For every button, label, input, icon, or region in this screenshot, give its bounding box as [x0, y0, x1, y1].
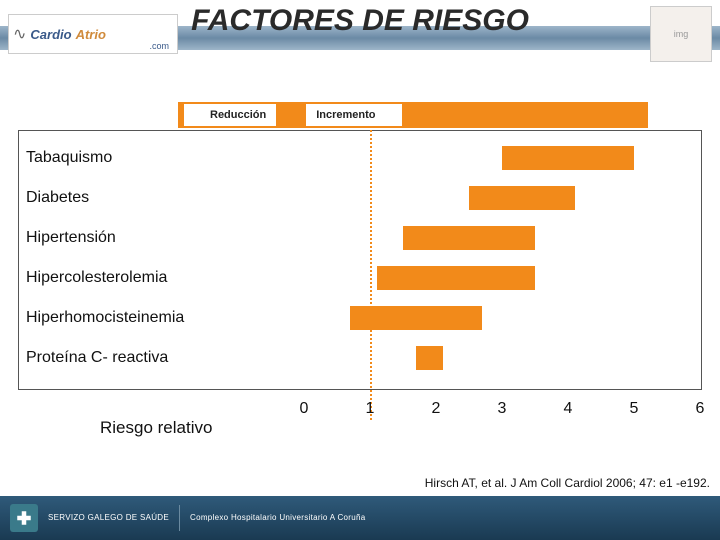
xaxis-tick: 1 [366, 400, 375, 418]
cross-icon [15, 509, 33, 527]
arrow-right-icon [382, 109, 392, 121]
xaxis-tick: 5 [630, 400, 639, 418]
row-label: Hiperhomocisteinemia [22, 309, 184, 327]
xaxis-tick: 2 [432, 400, 441, 418]
row-label: Tabaquismo [22, 149, 112, 167]
chart-row: Hipercolesterolemia [0, 258, 720, 298]
legend-row: Reducción Incremento [178, 102, 648, 128]
arrow-left-icon [194, 109, 204, 121]
chart-row: Diabetes [0, 178, 720, 218]
risk-bar [377, 266, 535, 290]
brand-logo: ∿ Cardio Atrio .com [8, 14, 178, 54]
brand-suffix: .com [149, 41, 169, 51]
citation: Hirsch AT, et al. J Am Coll Cardiol 2006… [425, 476, 710, 490]
footer-org-2: Complexo Hospitalario Universitario A Co… [190, 514, 366, 523]
slide-root: FACTORES DE RIESGO ∿ Cardio Atrio .com i… [0, 0, 720, 540]
row-label: Hipertensión [22, 229, 116, 247]
illustration-icon: img [650, 6, 712, 62]
legend-left-label: Reducción [210, 109, 266, 121]
risk-bar [502, 146, 634, 170]
row-label: Hipercolesterolemia [22, 269, 167, 287]
risk-bar [469, 186, 575, 210]
risk-bar [403, 226, 535, 250]
xaxis-tick: 4 [564, 400, 573, 418]
xaxis-tick: 6 [696, 400, 705, 418]
row-label: Proteína C- reactiva [22, 349, 168, 367]
chart-row: Proteína C- reactiva [0, 338, 720, 378]
footer-org-1: SERVIZO GALEGO DE SAÚDE [48, 514, 169, 523]
footer-bar: SERVIZO GALEGO DE SAÚDE Complexo Hospita… [0, 496, 720, 540]
brand-word-2: Atrio [76, 27, 106, 42]
xaxis-tick: 0 [300, 400, 309, 418]
chart-row: Hipertensión [0, 218, 720, 258]
health-service-icon [10, 504, 38, 532]
legend-right-label: Incremento [316, 109, 375, 121]
legend-increment: Incremento [306, 104, 401, 126]
legend-reduction: Reducción [184, 104, 276, 126]
risk-bar [416, 346, 442, 370]
row-label: Diabetes [22, 189, 89, 207]
brand-word-1: Cardio [30, 27, 71, 42]
xaxis-tick: 3 [498, 400, 507, 418]
risk-bar [350, 306, 482, 330]
ecg-icon: ∿ [13, 24, 26, 44]
xaxis-label: Riesgo relativo [100, 418, 212, 438]
